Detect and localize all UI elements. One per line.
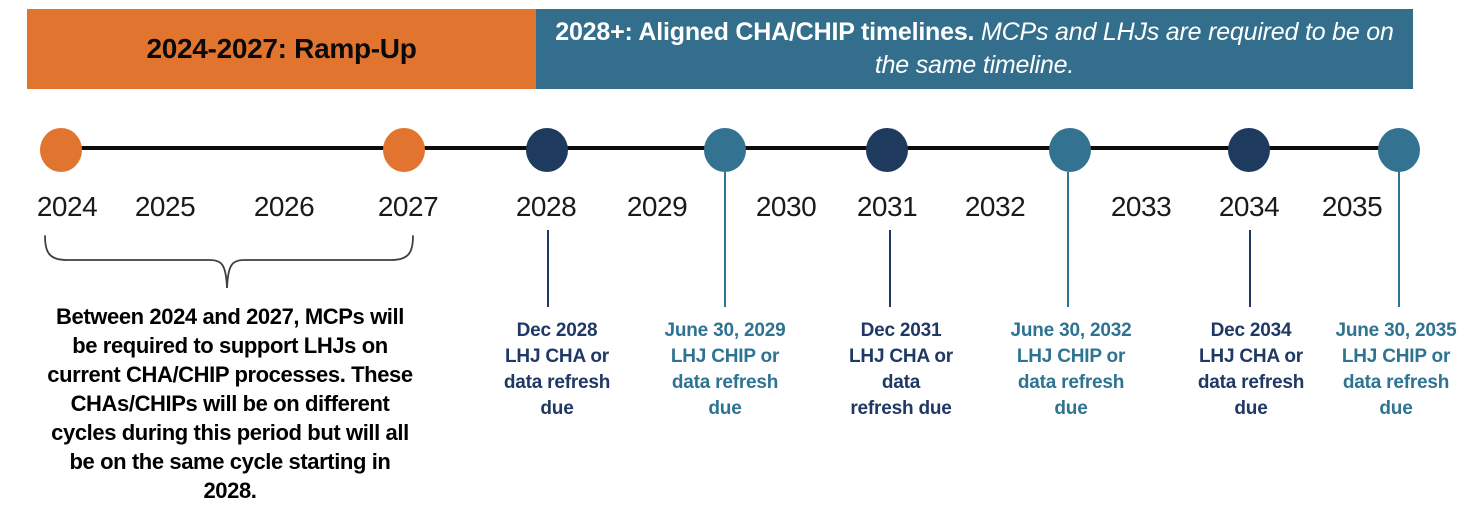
year-label-2032: 2032 (964, 191, 1026, 222)
year-label-2031: 2031 (856, 191, 918, 222)
ramp-up-note: Between 2024 and 2027, MCPs will be requ… (47, 304, 413, 503)
year-label-2033: 2033 (1110, 191, 1172, 222)
milestone-june-2029: June 30, 2029 LHJ CHIP or data refresh d… (664, 320, 786, 419)
connector-june-2035 (1398, 172, 1400, 307)
dot-ramp-start-2024 (40, 128, 82, 172)
connector-dec-2028 (547, 230, 549, 307)
milestone-dec-2034: Dec 2034 LHJ CHA or data refresh due (1197, 320, 1305, 419)
dot-dec-2031 (866, 128, 908, 172)
ramp-up-brace (44, 235, 414, 289)
connector-june-2029 (724, 172, 726, 307)
banner-aligned-bold-text: 2028+: Aligned CHA/CHIP timelines. (555, 18, 975, 46)
year-label-2029: 2029 (626, 191, 688, 222)
dot-dec-2034 (1228, 128, 1270, 172)
year-label-2030: 2030 (755, 191, 817, 222)
year-label-2028: 2028 (515, 191, 577, 222)
milestone-dec-2031: Dec 2031 LHJ CHA or data refresh due (849, 320, 953, 419)
milestone-june-2035: June 30, 2035 LHJ CHIP or data refresh d… (1335, 320, 1457, 419)
dot-june-2032 (1049, 128, 1091, 172)
banner-aligned-text: 2028+: Aligned CHA/CHIP timelines. MCPs … (552, 16, 1398, 82)
year-label-2024: 2024 (36, 191, 98, 222)
connector-june-2032 (1067, 172, 1069, 307)
connector-dec-2034 (1249, 230, 1251, 307)
banner-aligned-timelines: 2028+: Aligned CHA/CHIP timelines. MCPs … (536, 9, 1413, 89)
banner-ramp-up-label: 2024-2027: Ramp-Up (146, 33, 417, 64)
dot-june-2029 (704, 128, 746, 172)
year-label-2026: 2026 (253, 191, 315, 222)
banner-aligned-italic-text: MCPs and LHJs are required to be on the … (874, 18, 1394, 79)
milestone-june-2032: June 30, 2032 LHJ CHIP or data refresh d… (1010, 320, 1132, 419)
year-label-2034: 2034 (1218, 191, 1280, 222)
milestone-dec-2028: Dec 2028 LHJ CHA or data refresh due (503, 320, 611, 419)
connector-dec-2031 (889, 230, 891, 307)
year-label-2035: 2035 (1321, 191, 1383, 222)
dot-june-2035 (1378, 128, 1420, 172)
year-label-2027: 2027 (377, 191, 439, 222)
banner-ramp-up: 2024-2027: Ramp-Up (27, 9, 536, 89)
year-label-2025: 2025 (134, 191, 196, 222)
dot-dec-2028 (526, 128, 568, 172)
dot-ramp-2027 (383, 128, 425, 172)
